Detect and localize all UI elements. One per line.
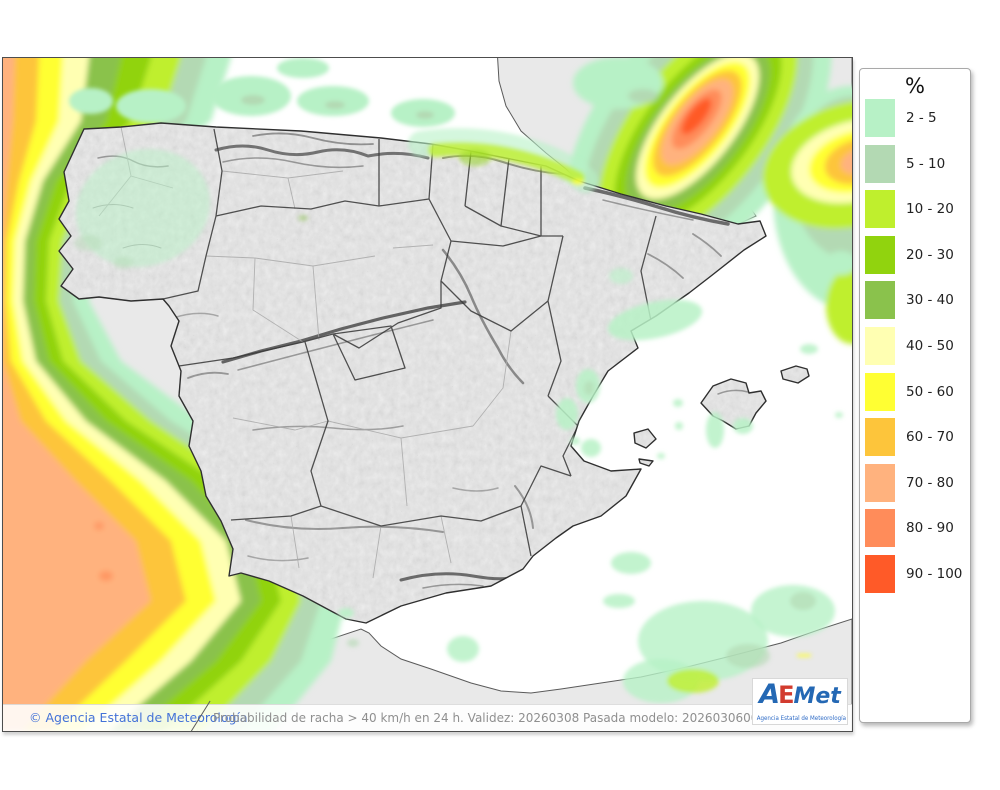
legend-color-swatch bbox=[865, 190, 895, 229]
legend-item: 70 - 80 bbox=[865, 463, 970, 502]
spain-wind-probability-map bbox=[3, 58, 852, 731]
legend-range-label: 90 - 100 bbox=[906, 565, 963, 582]
logo-letters-met: Met bbox=[793, 684, 841, 709]
legend-range-label: 80 - 90 bbox=[906, 520, 954, 537]
probability-patches-north bbox=[69, 58, 455, 127]
legend-color-swatch bbox=[865, 326, 895, 365]
probability-band-france bbox=[564, 58, 852, 344]
probability-overlays-land bbox=[74, 128, 633, 284]
legend-color-swatch bbox=[865, 372, 895, 411]
legend-range-label: 10 - 20 bbox=[906, 201, 954, 218]
legend-item: 20 - 30 bbox=[865, 235, 970, 274]
legend-title: % bbox=[905, 74, 925, 98]
logo-letter-e: E bbox=[778, 681, 794, 709]
legend-item: 50 - 60 bbox=[865, 372, 970, 411]
map-canvas: © Agencia Estatal de Meteorología Probab… bbox=[2, 57, 853, 732]
aemet-logo-caption: Agencia Estatal de Meteorología bbox=[756, 715, 846, 722]
probability-patches-east bbox=[338, 299, 843, 703]
legend-range-label: 60 - 70 bbox=[906, 429, 954, 446]
legend-range-label: 50 - 60 bbox=[906, 383, 954, 400]
probability-legend: % 2 - 5 5 - 10 10 - 20 bbox=[859, 68, 971, 723]
legend-range-label: 20 - 30 bbox=[906, 246, 954, 263]
legend-range-label: 30 - 40 bbox=[906, 292, 954, 309]
aemet-logo: AEMet Agencia Estatal de Meteorología bbox=[752, 678, 848, 725]
legend-item: 10 - 20 bbox=[865, 190, 970, 229]
legend-item: 60 - 70 bbox=[865, 418, 970, 457]
legend-item: 30 - 40 bbox=[865, 281, 970, 320]
legend-color-swatch bbox=[865, 235, 895, 274]
product-description-text: Probabilidad de racha > 40 km/h en 24 h.… bbox=[213, 711, 759, 725]
legend-color-swatch bbox=[865, 418, 895, 457]
legend-color-swatch bbox=[865, 554, 895, 593]
legend-item: 5 - 10 bbox=[865, 144, 970, 183]
status-bar: © Agencia Estatal de Meteorología Probab… bbox=[3, 700, 852, 731]
legend-color-swatch bbox=[865, 463, 895, 502]
legend-color-swatch bbox=[865, 99, 895, 137]
copyright-text: © Agencia Estatal de Meteorología bbox=[29, 710, 248, 725]
legend-items: 2 - 5 5 - 10 10 - 20 20 - 30 bbox=[860, 99, 970, 593]
legend-range-label: 2 - 5 bbox=[906, 110, 937, 126]
aemet-logo-wordmark: AEMet bbox=[753, 680, 847, 713]
legend-color-swatch bbox=[865, 144, 895, 183]
legend-item: 2 - 5 bbox=[865, 99, 970, 137]
legend-color-swatch bbox=[865, 509, 895, 548]
legend-item: 80 - 90 bbox=[865, 509, 970, 548]
legend-range-label: 70 - 80 bbox=[906, 474, 954, 491]
legend-color-swatch bbox=[865, 281, 895, 320]
legend-range-label: 5 - 10 bbox=[906, 155, 946, 172]
legend-item: 40 - 50 bbox=[865, 326, 970, 365]
logo-letter-a: A bbox=[759, 679, 780, 710]
legend-range-label: 40 - 50 bbox=[906, 337, 954, 354]
legend-item: 90 - 100 bbox=[865, 554, 970, 593]
